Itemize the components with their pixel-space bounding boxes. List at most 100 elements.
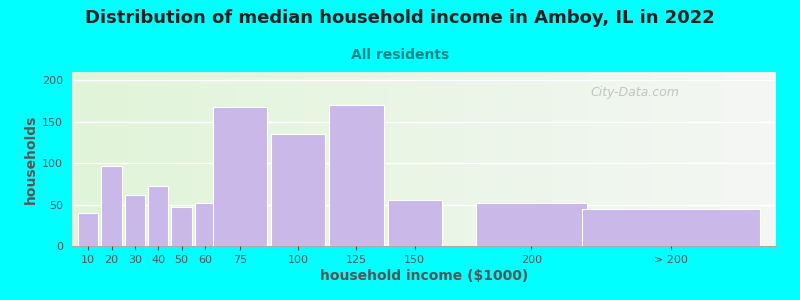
Bar: [417, 72, 421, 246]
Bar: [593, 72, 597, 246]
Bar: [579, 72, 582, 246]
Bar: [251, 72, 255, 246]
Bar: [280, 72, 283, 246]
Bar: [171, 207, 192, 246]
Bar: [773, 72, 776, 246]
Bar: [487, 72, 491, 246]
Bar: [537, 72, 540, 246]
Bar: [245, 72, 248, 246]
Bar: [213, 107, 267, 246]
Bar: [255, 72, 258, 246]
Bar: [572, 72, 575, 246]
Bar: [202, 72, 206, 246]
Bar: [476, 203, 586, 246]
Bar: [322, 72, 326, 246]
Bar: [150, 72, 153, 246]
Bar: [547, 72, 550, 246]
Bar: [308, 72, 311, 246]
Y-axis label: households: households: [24, 114, 38, 204]
Bar: [477, 72, 480, 246]
Bar: [603, 72, 607, 246]
Bar: [748, 72, 751, 246]
Bar: [97, 72, 100, 246]
Bar: [590, 72, 593, 246]
Bar: [100, 72, 104, 246]
Bar: [452, 72, 456, 246]
Bar: [744, 72, 748, 246]
Bar: [192, 72, 195, 246]
Bar: [445, 72, 449, 246]
Bar: [614, 72, 618, 246]
Bar: [484, 72, 487, 246]
Bar: [132, 72, 135, 246]
Bar: [530, 72, 533, 246]
Bar: [276, 72, 280, 246]
Bar: [660, 72, 663, 246]
Bar: [160, 72, 163, 246]
Bar: [346, 72, 350, 246]
Bar: [90, 72, 93, 246]
Bar: [667, 72, 670, 246]
Bar: [738, 72, 741, 246]
Bar: [350, 72, 354, 246]
Bar: [758, 72, 762, 246]
Bar: [691, 72, 695, 246]
Bar: [298, 72, 301, 246]
Bar: [387, 200, 442, 246]
Bar: [607, 72, 610, 246]
Bar: [374, 72, 378, 246]
Bar: [216, 72, 220, 246]
Bar: [505, 72, 509, 246]
Bar: [674, 72, 678, 246]
Bar: [632, 72, 635, 246]
Bar: [688, 72, 691, 246]
Bar: [339, 72, 343, 246]
Bar: [343, 72, 346, 246]
Bar: [494, 72, 498, 246]
Bar: [230, 72, 234, 246]
Bar: [315, 72, 318, 246]
Bar: [470, 72, 474, 246]
Bar: [734, 72, 738, 246]
Bar: [135, 72, 139, 246]
Bar: [396, 72, 399, 246]
Bar: [406, 72, 410, 246]
Bar: [290, 72, 294, 246]
Bar: [75, 72, 79, 246]
Bar: [188, 72, 192, 246]
Bar: [466, 72, 470, 246]
Bar: [681, 72, 685, 246]
Bar: [227, 72, 230, 246]
Bar: [449, 72, 452, 246]
Bar: [751, 72, 755, 246]
Text: City-Data.com: City-Data.com: [590, 86, 680, 99]
Bar: [646, 72, 650, 246]
Bar: [153, 72, 157, 246]
Bar: [575, 72, 579, 246]
Bar: [389, 72, 392, 246]
Bar: [678, 72, 681, 246]
Bar: [163, 72, 167, 246]
Bar: [128, 72, 132, 246]
Bar: [610, 72, 614, 246]
Bar: [86, 72, 90, 246]
Bar: [562, 72, 565, 246]
Bar: [174, 72, 178, 246]
Bar: [474, 72, 477, 246]
Bar: [82, 72, 86, 246]
Bar: [167, 72, 170, 246]
Bar: [336, 72, 339, 246]
Bar: [329, 72, 333, 246]
Bar: [148, 185, 169, 246]
Bar: [709, 72, 713, 246]
Bar: [210, 72, 213, 246]
Bar: [685, 72, 688, 246]
Bar: [194, 203, 215, 246]
Bar: [195, 72, 198, 246]
Bar: [653, 72, 656, 246]
Bar: [304, 72, 308, 246]
Bar: [706, 72, 709, 246]
Bar: [392, 72, 396, 246]
Bar: [515, 72, 519, 246]
Bar: [462, 72, 466, 246]
